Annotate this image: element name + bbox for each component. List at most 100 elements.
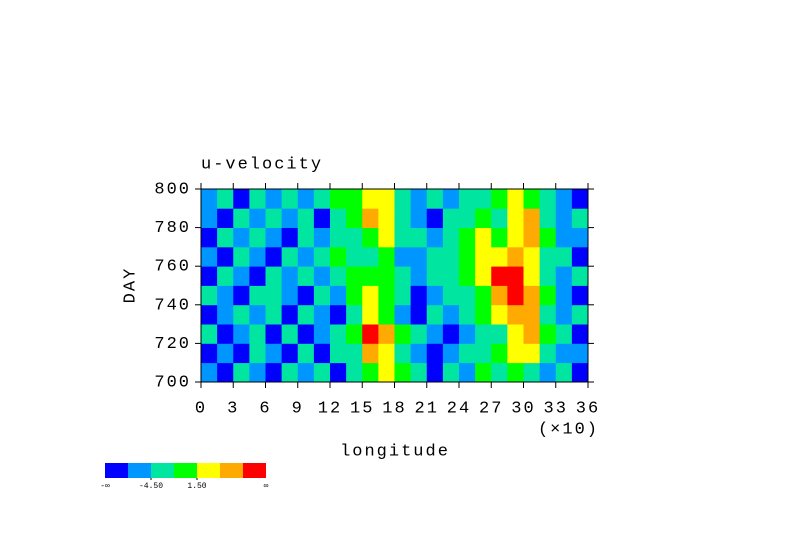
colorbar-min-label: -∞ xyxy=(100,482,110,491)
cell xyxy=(313,246,331,267)
cell xyxy=(346,208,363,228)
cell xyxy=(523,285,541,306)
cell xyxy=(426,189,444,209)
cell xyxy=(442,189,460,209)
cell xyxy=(491,343,508,364)
cell xyxy=(378,304,395,325)
cell xyxy=(201,304,218,325)
cell xyxy=(523,304,541,325)
cell xyxy=(362,266,379,286)
cell xyxy=(330,343,347,364)
cell xyxy=(523,189,541,209)
cell xyxy=(394,362,412,383)
cell xyxy=(265,227,283,248)
cell xyxy=(217,343,234,364)
cell xyxy=(410,266,428,286)
cell xyxy=(491,362,508,383)
cell xyxy=(233,324,250,344)
cell xyxy=(442,324,460,344)
cell xyxy=(571,324,589,344)
x-tick-label: 9 xyxy=(292,399,304,418)
cell xyxy=(362,362,379,383)
cell xyxy=(555,362,573,383)
colorbar-swatch xyxy=(128,463,151,478)
cell xyxy=(571,285,589,306)
cell xyxy=(459,343,476,364)
cell xyxy=(507,266,524,286)
cell xyxy=(330,266,347,286)
cell xyxy=(459,208,476,228)
colorbar-swatch xyxy=(174,463,197,478)
cell xyxy=(281,266,299,286)
cell xyxy=(330,362,347,383)
cell xyxy=(507,304,524,325)
cell xyxy=(475,189,492,209)
cell xyxy=(571,362,589,383)
cell xyxy=(217,362,234,383)
cell xyxy=(265,362,283,383)
x-tick-label: 3 xyxy=(227,399,239,418)
cell xyxy=(362,246,379,267)
cell xyxy=(571,246,589,267)
cell xyxy=(459,304,476,325)
colorbar-max-label: ∞ xyxy=(264,482,269,491)
x-tick-label: 27 xyxy=(479,399,503,418)
cell xyxy=(394,343,412,364)
cell xyxy=(475,362,492,383)
cell xyxy=(539,227,557,248)
cell xyxy=(297,227,315,248)
cell xyxy=(459,285,476,306)
colorbar-tick-label: -4.50 xyxy=(139,482,163,491)
cell xyxy=(313,189,331,209)
cell xyxy=(523,227,541,248)
cell xyxy=(346,285,363,306)
cell xyxy=(507,189,524,209)
cell xyxy=(378,227,395,248)
cell xyxy=(378,208,395,228)
cell xyxy=(410,227,428,248)
cell xyxy=(442,304,460,325)
cell xyxy=(313,324,331,344)
cell xyxy=(378,362,395,383)
y-tick-label: 800 xyxy=(154,180,191,199)
cell xyxy=(281,208,299,228)
cell xyxy=(346,227,363,248)
cell xyxy=(249,208,266,228)
y-axis-label: DAY xyxy=(121,267,140,304)
x-tick-label: 21 xyxy=(415,399,439,418)
cell xyxy=(426,285,444,306)
cell xyxy=(442,362,460,383)
cell xyxy=(201,285,218,306)
cell xyxy=(217,208,234,228)
cell xyxy=(507,362,524,383)
cell xyxy=(523,208,541,228)
cell xyxy=(281,343,299,364)
cell xyxy=(475,227,492,248)
cell xyxy=(217,266,234,286)
cell xyxy=(201,343,218,364)
cell xyxy=(378,266,395,286)
cell xyxy=(297,266,315,286)
cell xyxy=(410,324,428,344)
cell xyxy=(459,246,476,267)
cell xyxy=(555,189,573,209)
cell xyxy=(442,208,460,228)
cell xyxy=(523,266,541,286)
cell xyxy=(507,285,524,306)
cell xyxy=(265,246,283,267)
cell xyxy=(491,266,508,286)
cell xyxy=(459,324,476,344)
cell xyxy=(394,208,412,228)
cell xyxy=(217,189,234,209)
cell xyxy=(426,246,444,267)
cell xyxy=(313,304,331,325)
cell xyxy=(555,285,573,306)
cell xyxy=(426,343,444,364)
cell xyxy=(410,343,428,364)
x-tick-label: 30 xyxy=(511,399,535,418)
cell xyxy=(426,362,444,383)
x-tick-label: 0 xyxy=(195,399,207,418)
cell xyxy=(217,324,234,344)
cell xyxy=(571,266,589,286)
cell xyxy=(475,324,492,344)
